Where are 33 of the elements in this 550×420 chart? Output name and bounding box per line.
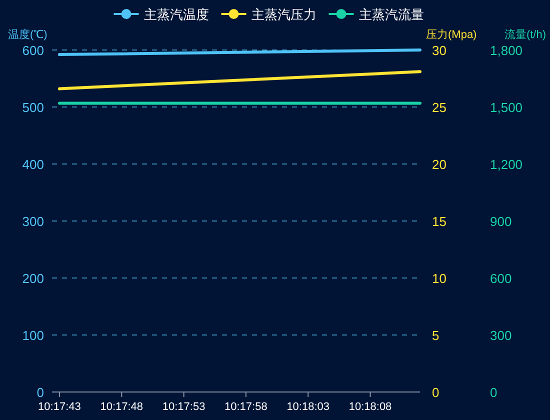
y3-tick-label: 1,800	[490, 43, 523, 58]
y3-tick-label: 300	[490, 328, 512, 343]
y3-tick-label: 600	[490, 271, 512, 286]
y-tick-label: 0	[36, 385, 44, 400]
legend-label: 主蒸汽压力	[251, 7, 316, 22]
legend-label: 主蒸汽温度	[144, 7, 209, 22]
legend-label: 主蒸汽流量	[358, 7, 424, 22]
y2-tick-label: 10	[432, 271, 446, 286]
x-tick-label: 10:18:08	[348, 401, 392, 413]
y2-tick-label: 0	[432, 385, 440, 400]
x-tick-label: 10:17:53	[162, 401, 206, 413]
x-tick-label: 10:17:43	[38, 401, 81, 413]
y-tick-label: 100	[22, 328, 44, 343]
y2-tick-label: 20	[432, 157, 446, 172]
y2-tick-label: 5	[432, 328, 440, 343]
y-tick-label: 300	[22, 214, 44, 229]
y-tick-label: 200	[22, 271, 44, 286]
y2-tick-label: 15	[432, 214, 446, 229]
y2-tick-label: 25	[432, 100, 446, 115]
y2-tick-label: 30	[432, 43, 446, 58]
y3-tick-label: 0	[490, 385, 498, 400]
y-axis-title: 温度(℃)	[8, 28, 48, 41]
x-tick-label: 10:17:58	[224, 401, 268, 413]
x-tick-label: 10:17:48	[100, 401, 144, 413]
y3-tick-label: 1,500	[490, 100, 523, 115]
y3-tick-label: 900	[490, 214, 512, 229]
x-tick-label: 10:18:03	[286, 401, 330, 413]
y2-axis-title: 压力(Mpa)	[426, 28, 477, 41]
y3-axis-title: 流量(t/h)	[504, 28, 546, 41]
y-tick-label: 400	[22, 157, 44, 172]
y-tick-label: 600	[22, 43, 44, 58]
y3-tick-label: 1,200	[490, 157, 523, 172]
y-tick-label: 500	[22, 100, 44, 115]
